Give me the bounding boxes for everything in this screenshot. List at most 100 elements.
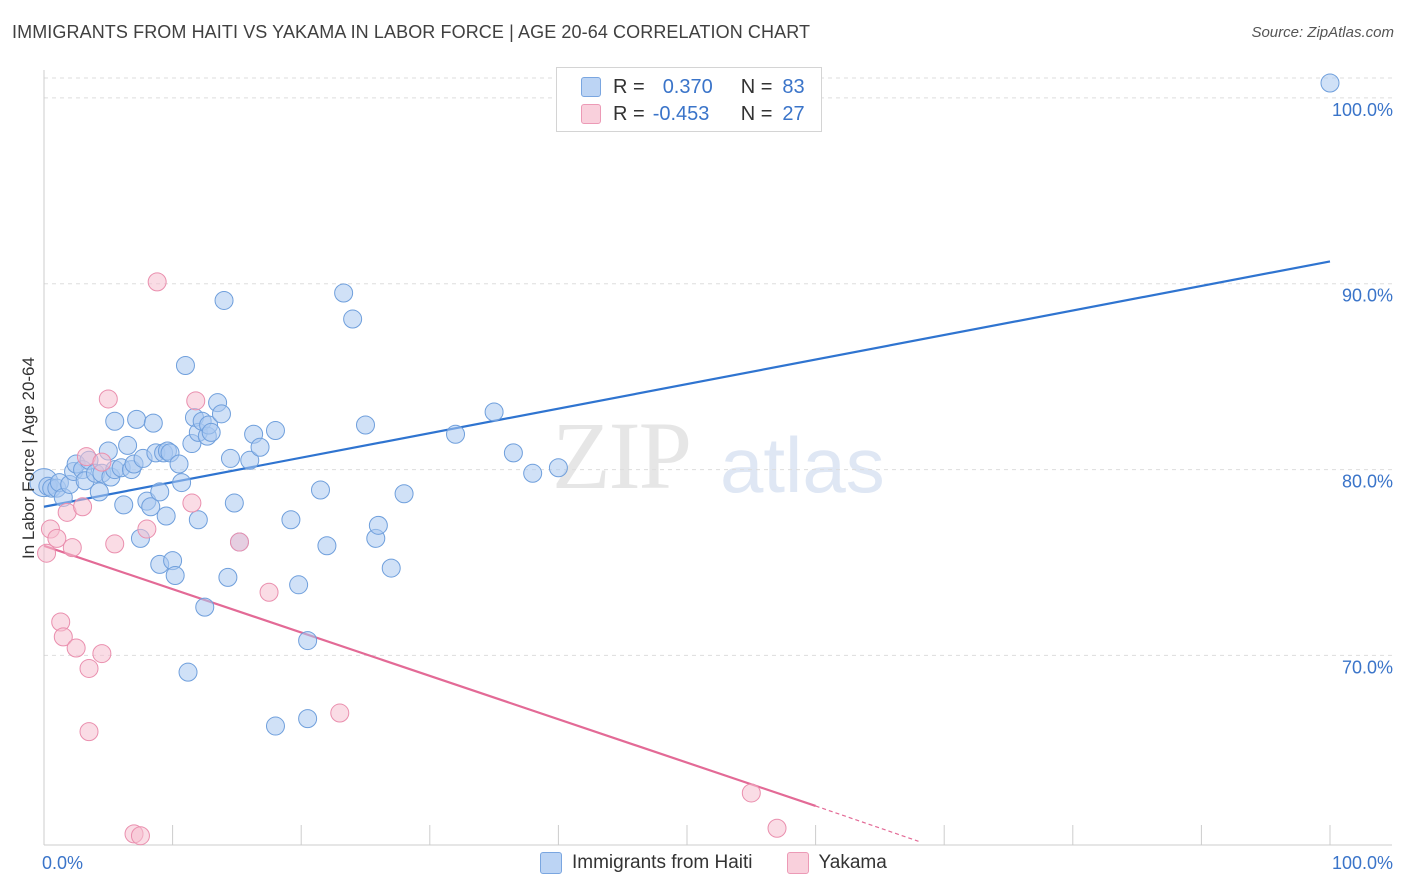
legend-r-value: -0.453 [652,102,710,125]
trendline-haiti [43,260,1331,508]
point-haiti [484,402,504,422]
chart-title: IMMIGRANTS FROM HAITI VS YAKAMA IN LABOR… [12,22,811,42]
series-legend: Immigrants from Haiti Yakama [540,852,921,874]
point-haiti [118,435,138,455]
series-yakama [37,272,787,846]
point-haiti [172,473,192,493]
legend-label-haiti: Immigrants from Haiti [572,852,753,873]
legend-n-value: 83 [782,75,805,98]
point-haiti [224,493,244,513]
point-yakama [229,532,249,552]
point-haiti [523,463,543,483]
point-yakama [137,519,157,539]
legend-row-haiti: R = 0.370 N = 83 [581,74,805,100]
axes [43,70,1392,846]
source-label: Source: ZipAtlas.com [1251,24,1394,41]
point-haiti [381,558,401,578]
y-axis-title: In Labor Force | Age 20-64 [19,357,38,559]
point-haiti [289,575,309,595]
watermark-atlas: atlas [720,421,885,509]
point-haiti [214,290,234,310]
point-yakama [182,493,202,513]
point-yakama [147,272,167,292]
point-haiti [188,510,208,530]
point-haiti [548,458,568,478]
y-tick-label: 100.0% [1332,100,1393,120]
point-yakama [741,783,761,803]
y-tick-label: 70.0% [1342,657,1393,677]
legend-n-label: N = [740,75,773,98]
point-haiti [141,497,161,517]
x-tick-label: 100.0% [1332,853,1393,873]
point-haiti [195,597,215,617]
legend-r-label: R = [613,75,645,98]
point-haiti [201,422,221,442]
axis-labels: 100.0% 90.0% 80.0% 70.0% 0.0% 100.0% In Labor … [19,100,1393,873]
legend-row-yakama: R = -0.453 N = 27 [581,101,805,127]
correlation-legend: R = 0.370 N = 83 R = -0.453 N = 27 [556,67,822,132]
gridlines [44,77,1392,656]
point-haiti [394,484,414,504]
point-yakama [92,644,112,664]
point-haiti [298,631,318,651]
legend-n-value: 27 [782,102,805,125]
point-yakama [98,389,118,409]
point-yakama [92,452,112,472]
point-haiti [175,356,195,376]
legend-swatch-blue [581,77,601,97]
point-haiti [114,495,134,515]
legend-r-value: 0.370 [662,75,713,98]
y-tick-label: 80.0% [1342,472,1393,492]
trendline-yakama [815,805,919,842]
point-yakama [330,703,350,723]
point-yakama [767,818,787,838]
point-haiti [317,536,337,556]
y-tick-label: 90.0% [1342,286,1393,306]
point-haiti [250,437,270,457]
legend-swatch-pink [581,104,601,124]
watermark-zip: ZIP [552,402,692,509]
point-yakama [37,543,57,563]
point-haiti [265,716,285,736]
point-yakama [66,638,86,658]
point-yakama [79,722,99,742]
legend-item-haiti: Immigrants from Haiti [540,852,753,874]
point-haiti [356,415,375,435]
point-yakama [130,826,150,846]
point-yakama [79,658,99,678]
point-haiti [143,413,163,433]
point-haiti [218,567,238,587]
point-yakama [105,534,125,554]
point-haiti [127,409,147,429]
point-haiti [446,424,466,444]
point-haiti [343,309,363,329]
point-haiti [105,411,125,431]
point-haiti [211,404,231,424]
point-haiti [503,443,523,463]
point-haiti [178,662,198,682]
legend-r-label: R = [613,102,645,125]
point-haiti [220,448,240,468]
point-haiti [240,450,260,470]
point-yakama [47,528,67,548]
point-haiti [150,482,170,502]
point-haiti [89,482,109,502]
point-yakama [53,627,73,647]
trendlines [43,260,1331,842]
point-yakama [62,538,82,558]
point-haiti [298,709,318,729]
legend-label-yakama: Yakama [818,852,887,873]
point-haiti [265,421,285,441]
point-haiti [368,515,388,535]
point-haiti [156,506,176,526]
series-immigrants-from-haiti [29,73,1340,736]
legend-item-yakama: Yakama [786,852,887,874]
x-tick-label: 0.0% [42,853,83,873]
point-haiti [1320,73,1340,93]
point-haiti [310,480,330,500]
legend-swatch-pink [786,852,809,874]
point-haiti [281,510,301,530]
point-haiti [334,283,354,303]
point-haiti [169,454,189,474]
